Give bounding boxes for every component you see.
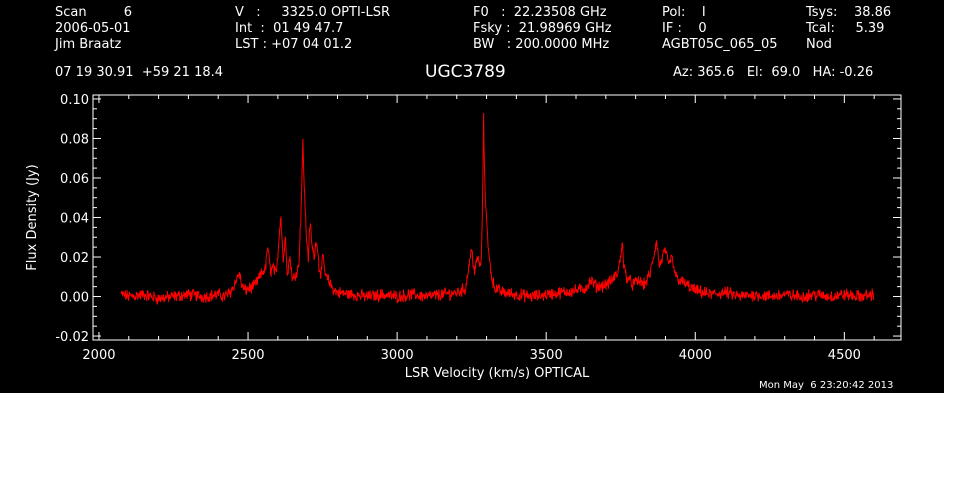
- bandwidth-label: BW : 200.0000 MHz: [473, 37, 610, 52]
- date-label: 2006-05-01: [55, 21, 131, 36]
- y-tick-label: 0.08: [60, 132, 89, 147]
- spectrum-plot: 2000 2500 3000 3500 4000 4500 -0.02 0.00 0.02 0.0…: [25, 93, 902, 381]
- fsky-label: Fsky : 21.98969 GHz: [473, 21, 612, 36]
- coordinates-label: 07 19 30.91 +59 21 18.4: [55, 65, 224, 80]
- source-name: UGC3789: [425, 62, 506, 82]
- y-tick-label: 0.10: [60, 93, 89, 108]
- spectrum-trace: [120, 112, 875, 305]
- plot-frame: [92, 94, 902, 341]
- scan-label: Scan 6: [55, 5, 133, 20]
- tcal-label: Tcal: 5.39: [806, 21, 885, 36]
- polarization-label: Pol: I: [662, 5, 706, 20]
- y-tick-label: 0.02: [60, 251, 89, 266]
- az-el-ha-label: Az: 365.6 El: 69.0 HA: -0.26: [673, 65, 874, 80]
- x-axis-label: LSR Velocity (km/s) OPTICAL: [405, 366, 590, 381]
- procedure-label: Nod: [806, 37, 832, 52]
- y-tick-label: 0.00: [60, 291, 89, 306]
- if-label: IF : 0: [662, 21, 707, 36]
- velocity-label: V : 3325.0 OPTI-LSR: [235, 5, 391, 20]
- observer-label: Jim Braatz: [55, 37, 122, 52]
- tsys-label: Tsys: 38.86: [806, 5, 892, 20]
- f0-label: F0 : 22.23508 GHz: [473, 5, 607, 20]
- x-tick-label: 2000: [82, 348, 115, 363]
- y-tick-label: 0.06: [60, 172, 89, 187]
- y-tick-label: -0.02: [55, 330, 89, 345]
- plot-window: Scan 6 2006-05-01 Jim Braatz V : 3325.0 …: [0, 0, 944, 393]
- y-axis-label: Flux Density (Jy): [25, 164, 40, 270]
- timestamp-label: Mon May 6 23:20:42 2013: [759, 380, 894, 391]
- project-label: AGBT05C_065_05: [662, 37, 778, 52]
- x-tick-label: 4500: [828, 348, 861, 363]
- y-tick-label: 0.04: [60, 212, 89, 227]
- x-tick-label: 4000: [679, 348, 712, 363]
- lst-label: LST : +07 04 01.2: [235, 37, 353, 52]
- x-tick-label: 3500: [530, 348, 563, 363]
- x-tick-label: 2500: [231, 348, 264, 363]
- integration-label: Int : 01 49 47.7: [235, 21, 344, 36]
- x-tick-label: 3000: [381, 348, 414, 363]
